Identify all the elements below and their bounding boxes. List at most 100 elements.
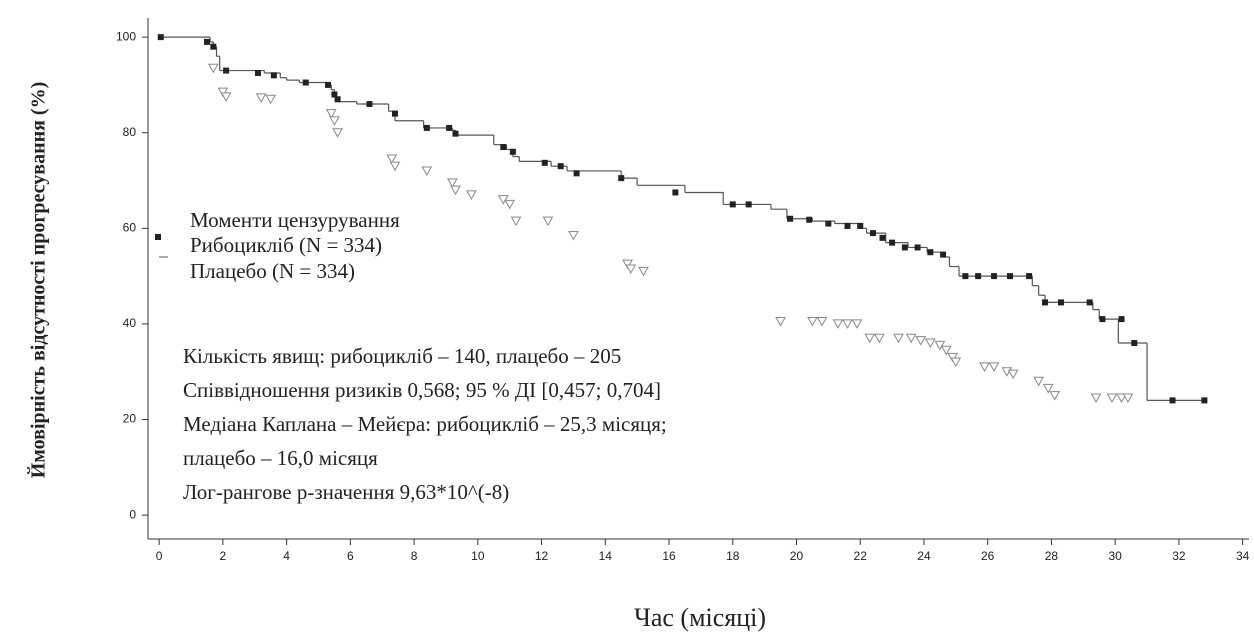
censor-mark [879,234,886,241]
censor-mark [423,124,430,131]
annotation: Кількість явищ: рибоцикліб – 140, плацеб… [183,344,621,368]
y-tick-label: 0 [129,507,136,521]
censor-mark [905,333,917,344]
censor-mark [991,273,998,280]
censor-mark [1086,299,1093,306]
censor-mark [1106,393,1118,404]
censor-mark [302,79,309,86]
censor-mark [466,190,477,200]
censor-mark [331,91,338,98]
censor-mark [1057,299,1064,306]
x-tick-label: 28 [1045,549,1059,563]
censor-mark [254,69,261,76]
censor-mark [816,317,828,327]
censor-mark [541,159,548,166]
censor-mark [386,154,398,165]
x-tick-label: 30 [1108,549,1122,563]
legend-marker [155,234,161,240]
censor-mark [1042,383,1054,394]
annotation: Лог-рангове p-значення 9,63*10^(-8) [183,480,509,504]
y-axis-label: Ймовірність відсутності прогресування (%… [27,82,50,479]
y-tick-label: 20 [123,412,137,426]
x-tick-label: 16 [662,549,676,563]
censor-mark [332,128,343,138]
x-tick-label: 22 [854,549,868,563]
censor-mark [452,130,459,137]
censor-mark [325,109,337,119]
annotation: Медіана Каплана – Мейєра: рибоцикліб – 2… [183,412,667,436]
legend-label: Плацебо (N = 334) [190,259,355,283]
censor-mark [1169,397,1176,404]
censor-mark [265,94,277,105]
censor-mark [1122,393,1134,404]
censor-mark [207,63,219,74]
legend-title: Моменти цензурування [190,208,400,232]
x-tick-label: 12 [535,549,549,563]
censor-mark [1131,340,1138,347]
censor-mark [366,101,373,108]
censor-mark [787,215,794,222]
x-tick-label: 26 [981,549,995,563]
censor-mark [450,185,461,196]
censor-mark [893,333,904,344]
censor-mark [220,92,232,102]
censor-mark [618,175,625,182]
censor-mark [924,338,936,349]
censor-mark [497,195,509,205]
censor-mark [672,189,679,196]
censor-mark [557,163,564,170]
x-tick-label: 2 [220,549,227,563]
censor-mark [934,340,946,351]
x-tick-label: 20 [790,549,804,563]
censor-mark [1049,391,1060,401]
censor-mark [223,67,230,74]
censor-mark [857,222,864,229]
censor-mark [334,96,341,103]
censor-mark [638,266,649,277]
censor-mark [1116,393,1127,404]
legend-label: Рибоцикліб (N = 334) [190,233,382,257]
y-tick-label: 40 [123,316,137,330]
censor-mark [270,72,277,79]
censor-mark [573,170,580,177]
censor-mark [542,216,554,227]
censor-mark [217,87,229,98]
censor-mark [1090,393,1102,404]
x-tick-label: 32 [1172,549,1186,563]
censor-mark [873,333,885,344]
x-tick-label: 0 [156,549,163,563]
censor-mark [901,244,908,251]
censor-mark [729,201,736,208]
censor-mark [851,319,863,329]
censor-mark [1118,316,1125,323]
censor-mark [915,336,927,346]
censor-mark [979,362,990,372]
censor-mark [940,251,947,258]
censor-mark [1007,369,1019,380]
x-tick-label: 18 [726,549,740,563]
censor-mark [568,230,579,241]
x-axis-label: Час (місяці) [634,603,766,632]
censor-mark [914,244,921,251]
censor-mark [1042,299,1049,306]
censor-mark [962,273,969,280]
censor-mark [842,319,853,329]
censor-mark [625,264,637,274]
censor-mark [988,362,1000,372]
censor-mark [391,110,398,117]
censor-mark [950,357,962,368]
annotation: плацебо – 16,0 місяця [183,446,378,470]
x-tick-label: 24 [917,549,931,563]
y-tick-label: 100 [116,29,136,43]
censor-mark [203,38,210,45]
censor-mark [889,239,896,246]
censor-mark [509,148,516,155]
annotation: Співвідношення ризиків 0,568; 95 % ДІ [0… [183,378,661,402]
censor-mark [504,199,516,210]
censor-mark [1099,316,1106,323]
x-tick-label: 4 [283,549,290,563]
censor-mark [975,273,982,280]
censor-mark [210,43,217,50]
censor-mark [255,93,267,103]
